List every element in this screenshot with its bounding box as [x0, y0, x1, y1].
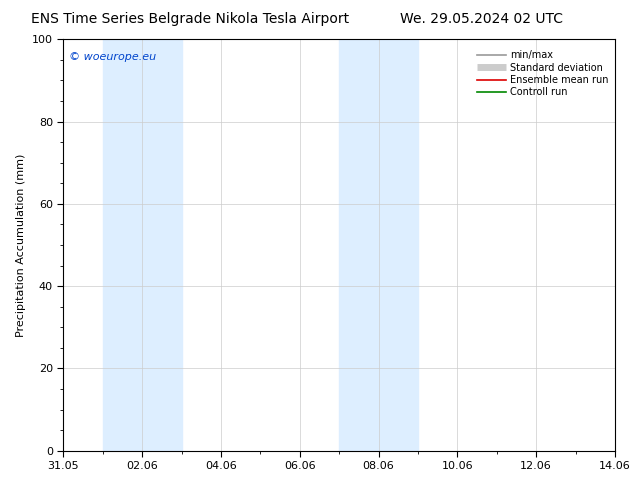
Bar	[103, 39, 181, 451]
Text: ENS Time Series Belgrade Nikola Tesla Airport: ENS Time Series Belgrade Nikola Tesla Ai…	[31, 12, 349, 26]
Y-axis label: Precipitation Accumulation (mm): Precipitation Accumulation (mm)	[16, 153, 27, 337]
Bar	[339, 39, 418, 451]
Text: We. 29.05.2024 02 UTC: We. 29.05.2024 02 UTC	[400, 12, 564, 26]
Text: © woeurope.eu: © woeurope.eu	[69, 51, 156, 62]
Legend: min/max, Standard deviation, Ensemble mean run, Controll run: min/max, Standard deviation, Ensemble me…	[475, 48, 610, 99]
